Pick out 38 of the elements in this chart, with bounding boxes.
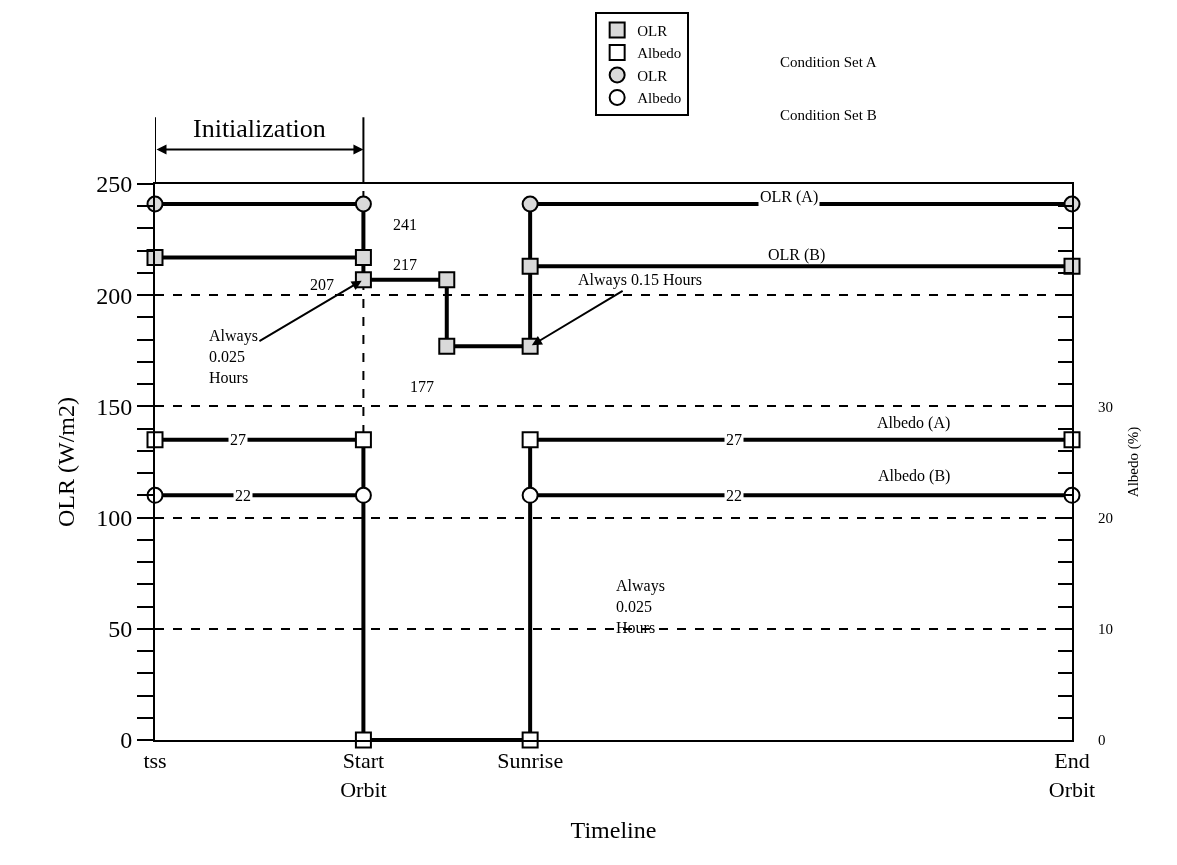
y-tick-label: 50	[108, 616, 133, 643]
annotation: 22	[726, 487, 742, 504]
annotation: Always 0.15 Hours	[578, 271, 702, 289]
legend-label: OLR	[637, 67, 668, 84]
y-tick-label: 100	[96, 505, 133, 531]
x-tick-label: tss	[143, 748, 167, 774]
annotation: 27	[230, 431, 246, 448]
annotation: 241	[393, 216, 417, 233]
annotation: Albedo (B)	[878, 467, 951, 485]
legend-label: OLR	[637, 22, 668, 39]
annotation: 27	[726, 431, 742, 448]
x-axis-title: Timeline	[570, 816, 657, 843]
legend-label: Albedo	[637, 90, 682, 107]
annotation: OLR (B)	[768, 246, 826, 264]
y-tick-label: 200	[96, 282, 133, 309]
annotation: 177	[410, 378, 434, 395]
text: Initialization	[193, 114, 326, 143]
annotation: 207	[310, 276, 334, 293]
annotation: 217	[393, 256, 417, 273]
text: Condition Set A	[780, 54, 877, 70]
y-tick-label: 250	[96, 171, 133, 198]
text: Condition Set B	[780, 107, 877, 123]
annotation: OLR (A)	[760, 188, 819, 206]
x-tick-label: Sunrise	[497, 748, 564, 774]
x-tick-label: Start Orbit	[340, 748, 387, 802]
y2-tick-label: 20	[1098, 509, 1113, 526]
y-axis-title: OLR (W/m2)	[52, 397, 79, 527]
y2-tick-label: 30	[1098, 398, 1113, 415]
y2-axis-title: Albedo (%)	[1125, 426, 1142, 498]
x-tick-label: End Orbit	[1048, 748, 1096, 802]
y2-tick-label: 0	[1098, 732, 1106, 749]
y-tick-label: 150	[96, 393, 133, 420]
annotation: Always 0.025 Hours	[209, 327, 258, 386]
annotation: Albedo (A)	[877, 414, 951, 432]
y2-tick-label: 10	[1098, 621, 1113, 638]
annotation: 22	[235, 487, 251, 504]
legend-label: Albedo	[637, 45, 682, 62]
y-tick-label: 0	[120, 727, 133, 754]
